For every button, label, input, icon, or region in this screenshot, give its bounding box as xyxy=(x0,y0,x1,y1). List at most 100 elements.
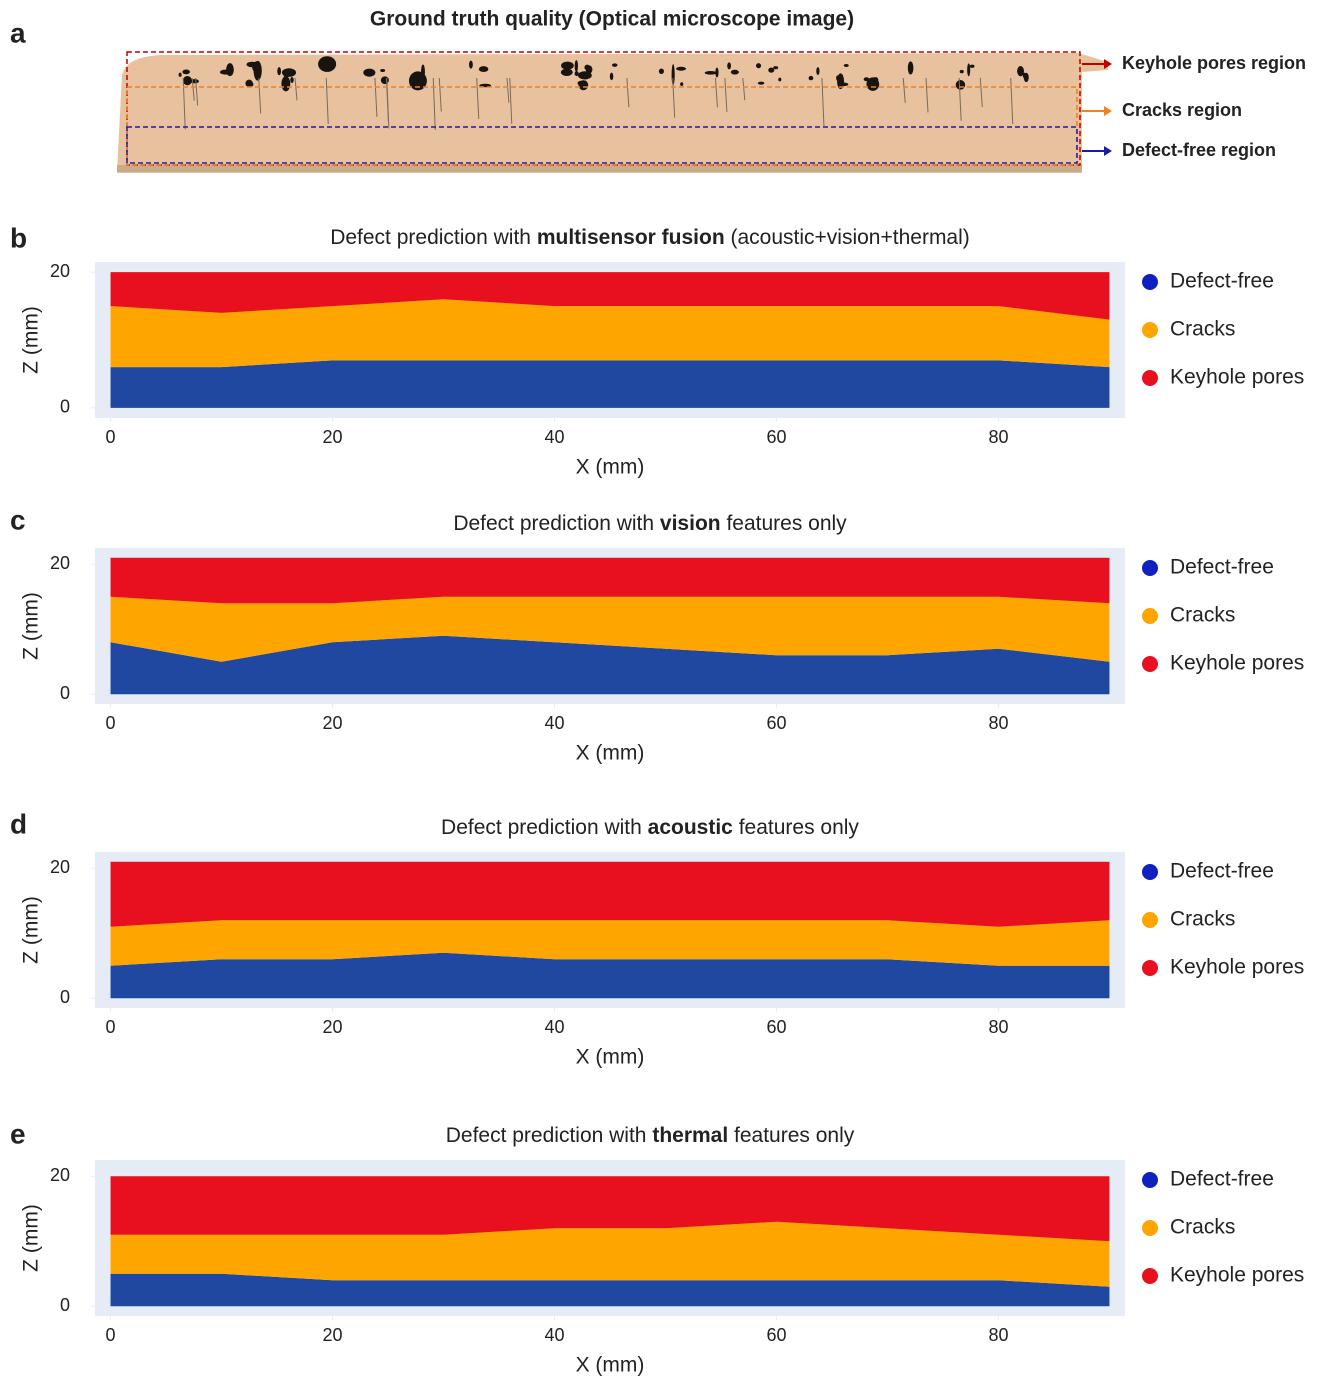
panel-label: e xyxy=(10,1118,26,1149)
area-layer xyxy=(110,920,1110,966)
area-layer xyxy=(110,299,1110,368)
pore xyxy=(843,63,849,67)
x-tick-label: 20 xyxy=(323,1017,343,1037)
pore xyxy=(715,67,719,78)
legend-marker xyxy=(1142,1220,1158,1236)
title-part: thermal xyxy=(652,1124,728,1147)
legend-label: Defect-free xyxy=(1170,270,1274,293)
legend-marker xyxy=(1142,322,1158,338)
area-layer xyxy=(110,360,1110,408)
title-part: features only xyxy=(728,1124,855,1147)
title-part: Defect prediction with xyxy=(441,816,648,839)
legend-label: Keyhole pores xyxy=(1170,652,1304,675)
pore xyxy=(277,67,282,76)
legend-marker xyxy=(1142,608,1158,624)
pore xyxy=(290,77,294,84)
area-layer xyxy=(110,1221,1110,1287)
crack xyxy=(476,77,480,119)
legend-label: Keyhole pores xyxy=(1170,366,1304,389)
x-tick-label: 60 xyxy=(766,713,786,733)
legend-marker xyxy=(1142,864,1158,880)
pore xyxy=(768,67,775,73)
pore xyxy=(478,66,489,73)
pore xyxy=(808,75,814,81)
crack xyxy=(385,77,389,122)
y-tick-label: 0 xyxy=(60,397,70,417)
pore xyxy=(583,80,588,86)
arrow-head xyxy=(1104,146,1112,156)
crack xyxy=(979,77,983,107)
x-tick-label: 60 xyxy=(766,427,786,447)
legend-label: Cracks xyxy=(1170,318,1235,341)
pore xyxy=(755,63,762,69)
pore xyxy=(380,69,386,73)
crack xyxy=(1010,77,1014,124)
area-layer xyxy=(110,596,1110,662)
crack xyxy=(626,77,630,108)
region-label: Keyhole pores region xyxy=(1122,53,1306,73)
pore xyxy=(773,66,779,70)
legend-marker xyxy=(1142,274,1158,290)
legend-marker xyxy=(1142,370,1158,386)
pore xyxy=(281,76,291,92)
x-tick-label: 20 xyxy=(323,713,343,733)
crack xyxy=(742,77,746,101)
specimen-edge xyxy=(117,165,1082,173)
crack xyxy=(821,77,825,127)
cracks-box xyxy=(126,86,1078,166)
pore xyxy=(959,69,964,74)
pore xyxy=(612,63,618,67)
y-axis-label: Z (mm) xyxy=(20,592,43,660)
area-layer xyxy=(110,635,1110,695)
crack xyxy=(958,77,962,121)
x-axis-label: X (mm) xyxy=(576,456,645,479)
x-tick-label: 0 xyxy=(106,427,116,447)
pore xyxy=(178,72,182,77)
x-axis-label: X (mm) xyxy=(576,1354,645,1377)
x-tick-label: 20 xyxy=(323,427,343,447)
crack xyxy=(672,77,676,118)
pore xyxy=(704,71,717,75)
pore xyxy=(778,77,782,82)
region-label: Defect-free region xyxy=(1122,140,1276,160)
legend-marker xyxy=(1142,1172,1158,1188)
x-axis-label: X (mm) xyxy=(576,1046,645,1069)
x-tick-label: 80 xyxy=(988,1017,1008,1037)
pore xyxy=(469,60,473,69)
y-tick-label: 0 xyxy=(60,1295,70,1315)
y-tick-label: 0 xyxy=(60,683,70,703)
panel-label: c xyxy=(10,504,26,535)
pore xyxy=(182,75,192,86)
x-tick-label: 40 xyxy=(544,427,564,447)
arrow-head xyxy=(1104,59,1112,69)
x-tick-label: 0 xyxy=(106,1325,116,1345)
y-tick-label: 20 xyxy=(50,553,70,573)
x-tick-label: 40 xyxy=(544,1017,564,1037)
title-part: Defect prediction with xyxy=(446,1124,653,1147)
pore xyxy=(585,65,593,74)
pore xyxy=(226,63,234,77)
pore xyxy=(838,82,849,87)
chart-title: Defect prediction with acoustic features… xyxy=(441,816,859,839)
title-part: Defect prediction with xyxy=(330,226,537,249)
y-tick-label: 20 xyxy=(50,857,70,877)
pore xyxy=(574,71,579,77)
region-label: Cracks region xyxy=(1122,100,1242,120)
legend-label: Cracks xyxy=(1170,1216,1235,1239)
x-tick-label: 0 xyxy=(106,713,116,733)
crack xyxy=(902,77,906,103)
chart-title: Defect prediction with multisensor fusio… xyxy=(330,226,970,249)
x-tick-label: 80 xyxy=(988,427,1008,447)
arrow-head xyxy=(1104,106,1112,116)
x-tick-label: 40 xyxy=(544,1325,564,1345)
legend-label: Defect-free xyxy=(1170,1168,1274,1191)
pore xyxy=(190,79,199,84)
pore xyxy=(363,68,376,77)
area-layer xyxy=(110,272,1110,320)
panel-label: a xyxy=(10,17,26,48)
pore xyxy=(816,67,820,75)
crack xyxy=(258,77,262,114)
pore xyxy=(574,60,579,72)
pore xyxy=(1017,65,1025,77)
